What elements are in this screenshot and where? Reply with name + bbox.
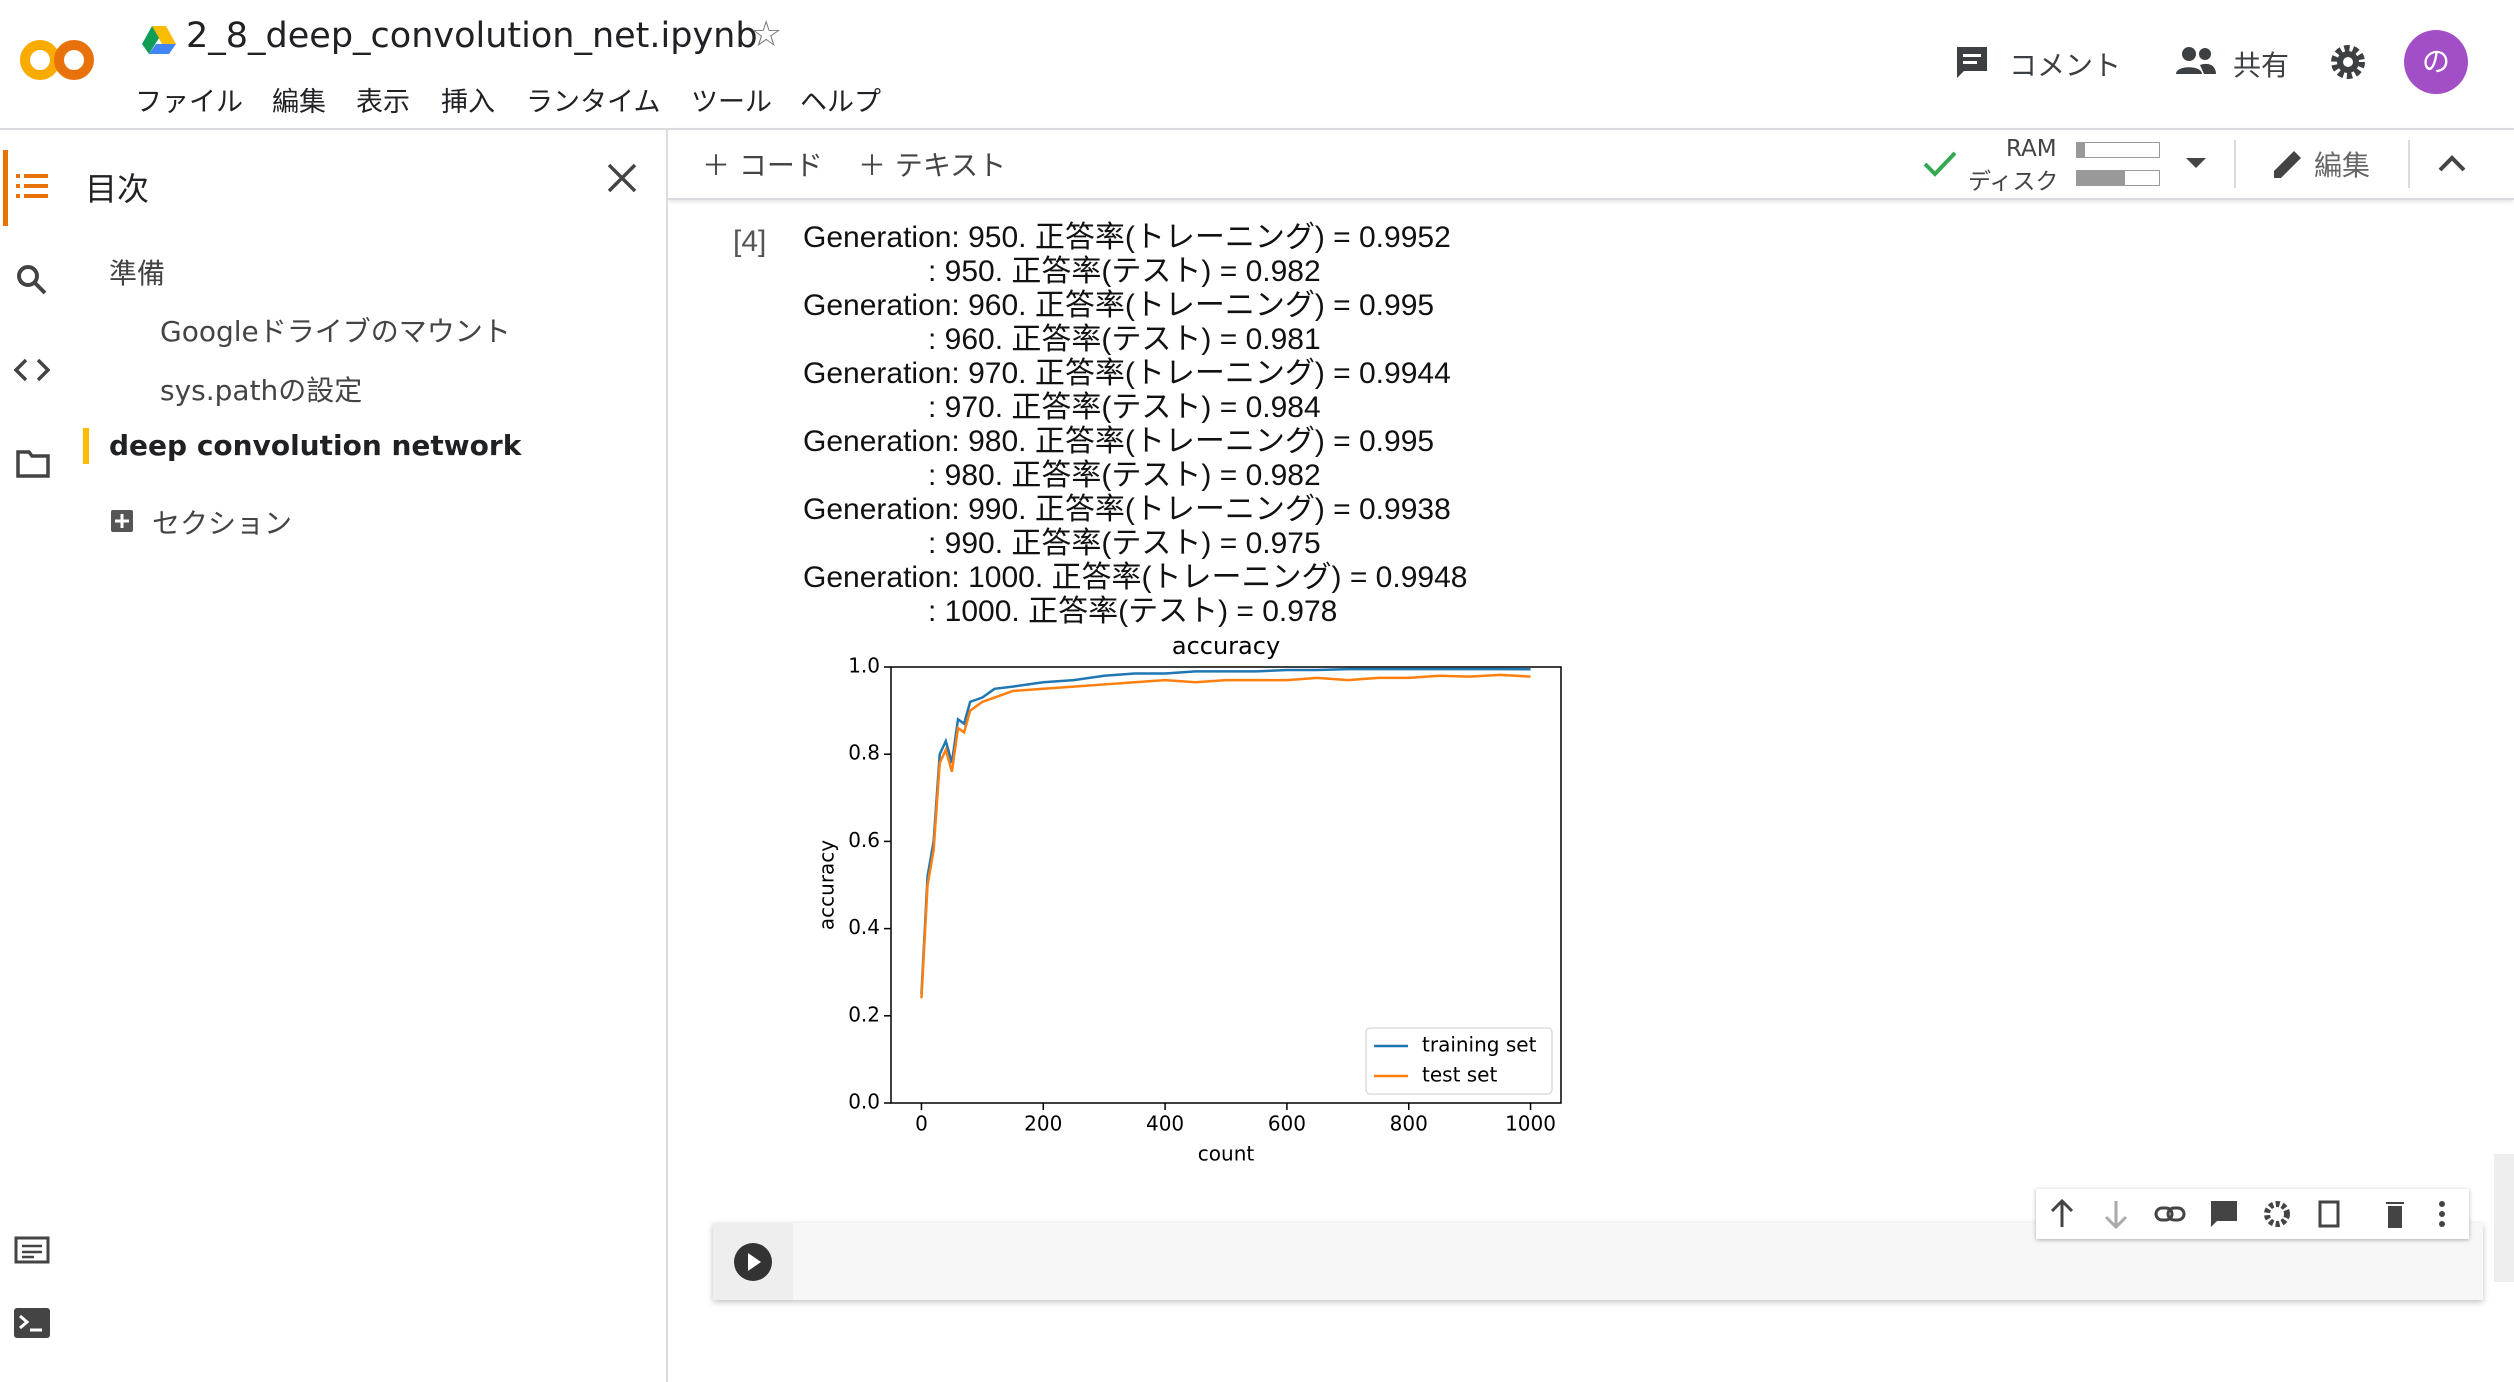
mirror-cell[interactable] (2318, 1200, 2340, 1228)
header (0, 0, 2514, 130)
link-button[interactable] (2154, 1206, 2186, 1222)
menu-item[interactable]: 表示 (356, 87, 410, 118)
output-line: Generation: 970. 正答率(トレーニング) = 0.9944 (803, 357, 1451, 390)
series-line (920, 673, 1531, 999)
search-icon[interactable] (16, 264, 48, 296)
run-button[interactable] (733, 1242, 773, 1282)
menu-item[interactable]: ヘルプ (800, 87, 881, 118)
output-line: : 950. 正答率(テスト) = 0.982 (928, 255, 1321, 288)
output-line: Generation: 950. 正答率(トレーニング) = 0.9952 (803, 221, 1451, 254)
x-tick-label: 400 (1146, 1112, 1184, 1136)
disk-label: ディスク (1968, 169, 2059, 195)
command-palette-icon[interactable] (14, 1236, 50, 1264)
avatar[interactable]: の (2403, 29, 2469, 95)
legend-label: test set (1422, 1063, 1497, 1087)
toolbar (668, 128, 2514, 200)
active-indicator (3, 150, 8, 226)
output-line: : 970. 正答率(テスト) = 0.984 (928, 391, 1321, 424)
sidebar-border (666, 128, 668, 1382)
colab-logo[interactable] (20, 30, 104, 90)
connected-check (1923, 151, 1957, 177)
x-tick-label: 800 (1390, 1112, 1428, 1136)
toc-item[interactable]: 準備 (109, 257, 166, 290)
output-line: Generation: 980. 正答率(トレーニング) = 0.995 (803, 425, 1435, 458)
cell-toolbar-icons (2050, 1198, 2445, 1230)
menu-item[interactable]: ランタイム (526, 87, 661, 118)
current-section-indicator (83, 428, 89, 464)
x-tick-label: 200 (1024, 1112, 1062, 1136)
drive-icon (142, 26, 176, 54)
notebook-title[interactable]: 2_8_deep_convolution_net.ipynb (186, 16, 758, 56)
add-text-button[interactable]: ＋ テキスト (858, 149, 1007, 182)
output-line: : 990. 正答率(テスト) = 0.975 (928, 527, 1321, 560)
output-line: Generation: 990. 正答率(トレーニング) = 0.9938 (803, 493, 1451, 526)
x-axis-label: count (1198, 1142, 1255, 1166)
x-tick-label: 0 (915, 1112, 928, 1136)
output-line: : 1000. 正答率(テスト) = 0.978 (928, 595, 1338, 628)
chart-title: accuracy (1172, 632, 1280, 660)
collapse-header[interactable] (2438, 154, 2466, 172)
toc-item-active[interactable]: deep convolution network (109, 429, 522, 462)
x-tick-label: 1000 (1505, 1112, 1556, 1136)
toc-item[interactable]: Googleドライブのマウント (160, 315, 511, 348)
edit-button[interactable]: 編集 (2314, 149, 2371, 182)
files-icon[interactable] (16, 450, 50, 478)
x-tick-label: 600 (1268, 1112, 1306, 1136)
y-tick-label: 0.6 (848, 828, 880, 852)
toc-item[interactable]: sys.pathの設定 (160, 374, 363, 407)
y-tick-label: 0.0 (848, 1090, 880, 1114)
execution-count: [4] (733, 225, 767, 258)
add-code-button[interactable]: ＋ コード (702, 149, 823, 182)
y-tick-label: 1.0 (848, 654, 880, 678)
add-text-label: テキスト (894, 149, 1007, 182)
comment-cell[interactable] (2211, 1201, 2237, 1227)
avatar-letter: の (2422, 45, 2450, 78)
output-line: : 960. 正答率(テスト) = 0.981 (928, 323, 1321, 356)
add-code-label: コード (738, 149, 823, 182)
more-actions[interactable] (2439, 1201, 2445, 1227)
output-line: Generation: 1000. 正答率(トレーニング) = 0.9948 (803, 561, 1468, 594)
divider (2234, 140, 2236, 188)
sidebar-title: 目次 (85, 170, 150, 208)
scrollbar[interactable] (2494, 1154, 2514, 1282)
chart: accuracy count accuracy 0.0 0.2 0.4 0.6 0.8 1.0 0… (815, 632, 1562, 1166)
delete-cell[interactable] (2386, 1202, 2404, 1228)
ram-bar (2076, 142, 2160, 158)
output-line: : 980. 正答率(テスト) = 0.982 (928, 459, 1321, 492)
divider (2408, 140, 2410, 188)
code-snippets-icon[interactable] (14, 358, 50, 382)
legend-label: training set (1422, 1033, 1537, 1057)
resources-dropdown[interactable] (2184, 156, 2208, 170)
menu-item[interactable]: ツール (691, 87, 772, 118)
comment-icon[interactable] (1954, 44, 1990, 80)
y-tick-label: 0.4 (848, 915, 880, 939)
add-section-icon[interactable] (111, 510, 133, 532)
y-tick-label: 0.2 (848, 1002, 880, 1026)
menu-item[interactable]: ファイル (135, 87, 243, 118)
share-button[interactable]: 共有 (2233, 49, 2290, 82)
add-section-button[interactable]: セクション (152, 507, 293, 540)
toc-icon[interactable] (16, 172, 50, 200)
settings-icon[interactable] (2329, 43, 2367, 81)
close-sidebar[interactable] (606, 162, 638, 194)
output-line: Generation: 960. 正答率(トレーニング) = 0.995 (803, 289, 1435, 322)
share-icon[interactable] (2176, 46, 2216, 76)
plot-frame (890, 666, 1562, 1104)
comment-button[interactable]: コメント (2009, 49, 2122, 82)
move-up[interactable] (2050, 1198, 2074, 1227)
y-tick-label: 0.8 (848, 741, 880, 765)
edit-icon[interactable] (2272, 148, 2304, 180)
terminal-icon[interactable] (14, 1308, 50, 1338)
menu-item[interactable]: 挿入 (441, 87, 495, 118)
move-down[interactable] (2104, 1201, 2128, 1230)
cell-settings[interactable] (2264, 1201, 2290, 1227)
star[interactable]: ☆ (750, 14, 783, 55)
menu-item[interactable]: 編集 (272, 87, 326, 118)
ram-label: RAM (2006, 136, 2057, 162)
disk-bar (2076, 170, 2160, 186)
legend (1365, 1027, 1553, 1095)
series-line (920, 667, 1531, 995)
y-axis-label: accuracy (815, 840, 839, 930)
